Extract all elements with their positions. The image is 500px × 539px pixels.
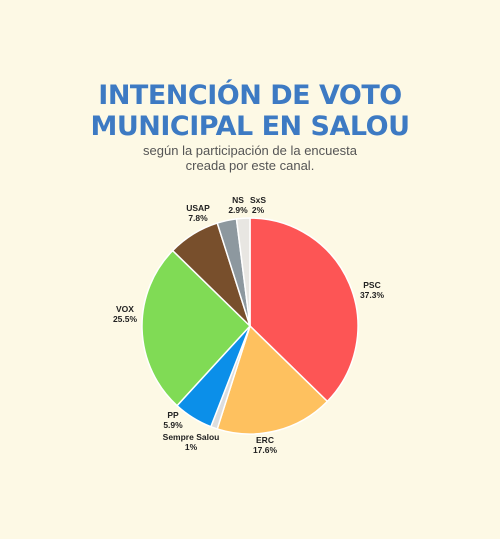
slice-label-sempre-salou: Sempre Salou xyxy=(163,432,220,442)
slice-value-psc: 37.3% xyxy=(360,290,385,300)
slice-label-ns: NS xyxy=(232,195,244,205)
pie-slice-sxs xyxy=(235,217,251,327)
chart-title-line2: MUNICIPAL EN SALOU xyxy=(90,111,410,142)
slice-value-sxs: 2% xyxy=(252,205,265,215)
chart-subtitle-line1: según la participación de la encuesta xyxy=(143,143,357,158)
slice-label-pp: PP xyxy=(167,410,179,420)
slice-label-erc: ERC xyxy=(256,435,274,445)
slice-label-sxs: SxS xyxy=(250,195,266,205)
slice-label-vox: VOX xyxy=(116,304,134,314)
pie-slice-erc xyxy=(216,325,329,435)
slice-value-ns: 2.9% xyxy=(228,205,248,215)
slice-value-sempre-salou: 1% xyxy=(185,442,198,452)
pie-slice-vox xyxy=(141,249,251,407)
slice-label-usap: USAP xyxy=(186,203,210,213)
pie-slice-psc xyxy=(249,217,359,403)
slice-value-vox: 25.5% xyxy=(113,314,138,324)
pie-slices xyxy=(141,217,359,435)
slice-value-erc: 17.6% xyxy=(253,445,278,455)
chart-title-line1: INTENCIÓN DE VOTO xyxy=(98,80,402,111)
chart-subtitle-line2: creada por este canal. xyxy=(185,158,315,173)
slice-label-psc: PSC xyxy=(363,280,380,290)
slice-value-pp: 5.9% xyxy=(163,420,183,430)
slice-value-usap: 7.8% xyxy=(188,213,208,223)
